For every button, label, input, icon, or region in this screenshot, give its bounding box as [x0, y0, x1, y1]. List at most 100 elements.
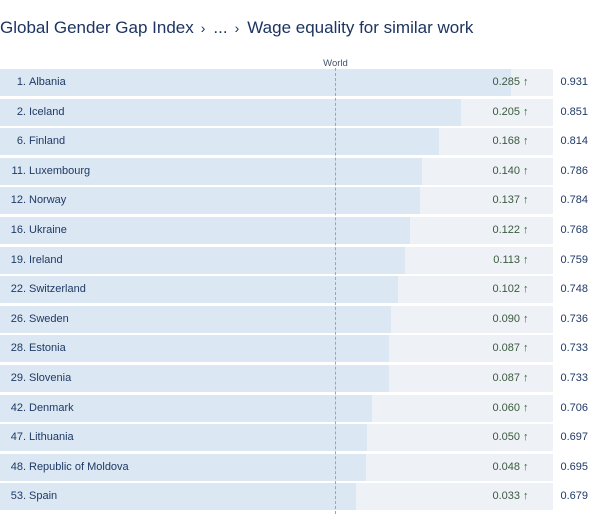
- table-row[interactable]: 47. Lithuania 0.050 ↑ 0.697: [0, 424, 595, 452]
- difference-value: 0.102 ↑: [492, 276, 533, 303]
- table-row[interactable]: 2. Iceland 0.205 ↑ 0.851: [0, 98, 595, 126]
- rank-number: 6.: [16, 135, 26, 148]
- bar-fill: [0, 453, 366, 481]
- country-name[interactable]: Norway: [29, 194, 67, 207]
- table-row[interactable]: 26. Sweden 0.090 ↑ 0.736: [0, 305, 595, 333]
- country-name[interactable]: Slovenia: [29, 372, 72, 384]
- country-name[interactable]: Iceland: [29, 105, 65, 118]
- difference-value: 0.205 ↑: [492, 99, 533, 126]
- bar-fill: [0, 365, 389, 392]
- score-value: 0.851: [560, 105, 588, 118]
- difference-value: 0.285 ↑: [492, 69, 533, 96]
- bar-fill: [0, 335, 389, 363]
- difference-text: 0.060: [492, 401, 520, 414]
- table-row[interactable]: 48. Republic of Moldova 0.048 ↑ 0.695: [0, 453, 595, 481]
- score-value: 0.697: [560, 431, 588, 444]
- difference-text: 0.122: [492, 224, 520, 236]
- page-title: Wage equality for similar work: [247, 18, 474, 37]
- country-name[interactable]: Denmark: [29, 401, 74, 414]
- rank-number: 2.: [16, 105, 26, 118]
- row-label: 53. Spain: [0, 483, 57, 510]
- difference-text: 0.140: [492, 164, 520, 177]
- difference-text: 0.285: [492, 76, 520, 88]
- bar-fill: [0, 246, 405, 274]
- score-value: 0.736: [560, 312, 588, 325]
- difference-text: 0.033: [492, 490, 520, 503]
- score-value: 0.784: [560, 194, 588, 207]
- rank-number: 48.: [10, 460, 26, 473]
- country-name[interactable]: Albania: [29, 76, 66, 88]
- table-row[interactable]: 29. Slovenia 0.087 ↑ 0.733: [0, 365, 595, 392]
- difference-value: 0.060 ↑: [492, 395, 533, 422]
- country-name[interactable]: Luxembourg: [29, 164, 91, 177]
- world-reference-line: [335, 68, 337, 514]
- breadcrumb-root-link[interactable]: Global Gender Gap Index: [0, 18, 194, 37]
- arrow-up-icon: ↑: [523, 372, 529, 384]
- table-row[interactable]: 28. Estonia 0.087 ↑ 0.733: [0, 335, 595, 363]
- table-row[interactable]: 22. Switzerland 0.102 ↑ 0.748: [0, 276, 595, 304]
- country-name[interactable]: Sweden: [29, 312, 69, 325]
- table-row[interactable]: 16. Ukraine 0.122 ↑ 0.768: [0, 217, 595, 244]
- table-row[interactable]: 19. Ireland 0.113 ↑ 0.759: [0, 246, 595, 274]
- arrow-up-icon: ↑: [523, 76, 529, 88]
- table-row[interactable]: 53. Spain 0.033 ↑ 0.679: [0, 483, 595, 511]
- row-label: 28. Estonia: [0, 335, 66, 362]
- score-value: 0.706: [560, 401, 588, 414]
- country-name[interactable]: Ireland: [29, 253, 63, 266]
- bar-fill: [0, 305, 391, 333]
- arrow-up-icon: ↑: [523, 164, 529, 177]
- country-name[interactable]: Switzerland: [29, 283, 86, 296]
- breadcrumb-ellipsis-link[interactable]: ...: [213, 18, 228, 37]
- arrow-up-icon: ↑: [523, 135, 529, 148]
- rank-number: 19.: [10, 253, 26, 266]
- table-row[interactable]: 1. Albania 0.285 ↑ 0.931: [0, 69, 595, 96]
- difference-value: 0.168 ↑: [492, 128, 533, 155]
- arrow-up-icon: ↑: [523, 460, 529, 473]
- rank-number: 29.: [10, 372, 26, 384]
- score-value: 0.748: [560, 283, 588, 296]
- country-name[interactable]: Republic of Moldova: [29, 460, 129, 473]
- arrow-up-icon: ↑: [523, 224, 529, 236]
- table-row[interactable]: 11. Luxembourg 0.140 ↑ 0.786: [0, 157, 595, 185]
- difference-value: 0.090 ↑: [492, 306, 533, 333]
- bar-fill: [0, 217, 411, 244]
- rank-number: 22.: [10, 283, 26, 296]
- difference-text: 0.048: [492, 460, 520, 473]
- rank-number: 28.: [10, 342, 26, 355]
- difference-value: 0.113 ↑: [493, 247, 533, 274]
- score-value: 0.733: [560, 372, 588, 384]
- score-value: 0.733: [560, 342, 588, 355]
- difference-value: 0.122 ↑: [492, 217, 533, 244]
- difference-text: 0.205: [492, 105, 520, 118]
- country-name[interactable]: Ukraine: [29, 224, 67, 236]
- row-label: 22. Switzerland: [0, 276, 86, 303]
- table-row[interactable]: 12. Norway 0.137 ↑ 0.784: [0, 187, 595, 215]
- table-row[interactable]: 6. Finland 0.168 ↑ 0.814: [0, 128, 595, 156]
- score-value: 0.768: [560, 224, 588, 236]
- difference-value: 0.050 ↑: [492, 424, 533, 451]
- score-value: 0.759: [560, 253, 588, 266]
- row-label: 6. Finland: [0, 128, 65, 155]
- row-label: 1. Albania: [0, 69, 66, 96]
- difference-value: 0.048 ↑: [492, 454, 533, 481]
- difference-text: 0.168: [492, 135, 520, 148]
- difference-text: 0.137: [492, 194, 520, 207]
- score-value: 0.931: [560, 76, 588, 88]
- row-label: 47. Lithuania: [0, 424, 74, 451]
- chevron-right-icon: ›: [200, 20, 206, 36]
- rank-number: 26.: [10, 312, 26, 325]
- country-name[interactable]: Finland: [29, 135, 66, 148]
- row-label: 2. Iceland: [0, 99, 65, 126]
- difference-text: 0.090: [492, 312, 520, 325]
- bar-fill: [0, 394, 373, 422]
- row-label: 12. Norway: [0, 187, 67, 214]
- country-name[interactable]: Spain: [29, 490, 58, 503]
- table-row[interactable]: 42. Denmark 0.060 ↑ 0.706: [0, 394, 595, 422]
- country-name[interactable]: Lithuania: [29, 431, 74, 444]
- difference-text: 0.087: [492, 372, 520, 384]
- country-name[interactable]: Estonia: [29, 342, 66, 355]
- rank-number: 42.: [10, 401, 26, 414]
- bar-fill: [0, 128, 439, 156]
- difference-value: 0.087 ↑: [492, 335, 533, 362]
- row-label: 29. Slovenia: [0, 365, 72, 392]
